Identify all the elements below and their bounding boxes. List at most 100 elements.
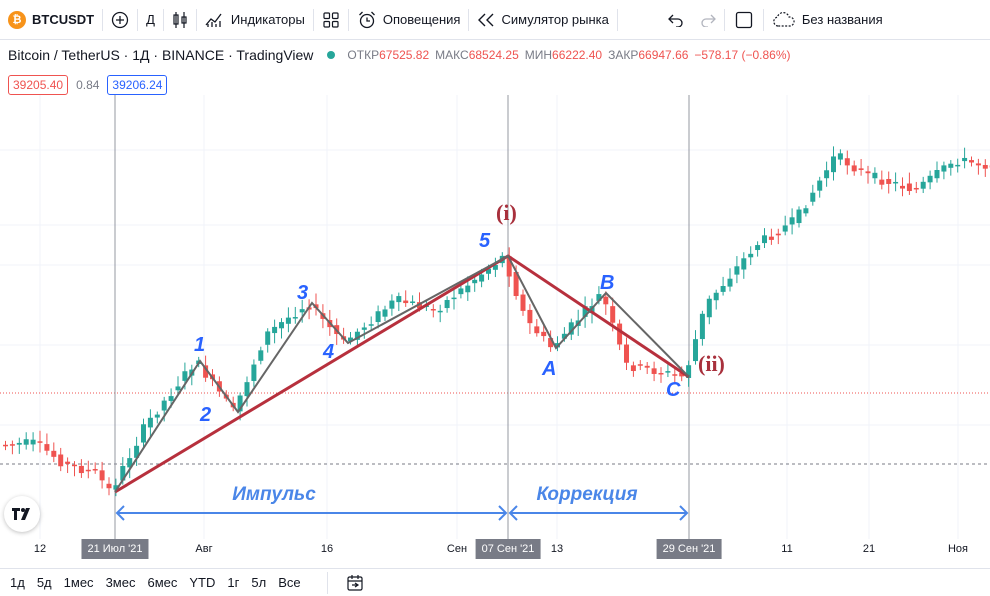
candle-body [361, 327, 367, 330]
indicators-button[interactable]: Индикаторы [197, 0, 313, 40]
candle-body [51, 450, 57, 457]
wave-label-i[interactable]: (i) [496, 200, 517, 225]
sell-price-button[interactable]: 39205.40 [8, 75, 69, 95]
market-status-dot[interactable] [327, 51, 336, 59]
candle-body [279, 322, 284, 329]
candle-body [927, 175, 933, 183]
candle-body [624, 344, 629, 363]
range-6m[interactable]: 6мес [147, 575, 178, 590]
candlestick-series [3, 146, 990, 497]
candle-body [368, 324, 374, 326]
spread-value: 0.84 [76, 78, 100, 92]
range-5d[interactable]: 5д [36, 575, 52, 590]
candle-body [541, 331, 547, 337]
replay-icon [478, 13, 494, 26]
time-axis[interactable]: 12 21 Июл '21 Авг 16 Сен 07 Сен '21 13 2… [0, 539, 990, 561]
candle-body [9, 444, 15, 446]
candle-body [817, 180, 823, 191]
legend-title[interactable]: Bitcoin / TetherUS · 1Д · BINANCE · Trad… [8, 47, 314, 63]
range-3m[interactable]: 3мес [105, 575, 136, 590]
layouts-button[interactable] [314, 0, 348, 40]
candle-body [762, 235, 767, 244]
wave-label-3[interactable]: 3 [297, 282, 308, 304]
cloud-icon [773, 11, 795, 27]
candle-body [203, 365, 209, 378]
range-5y[interactable]: 5л [251, 575, 267, 590]
undo-button[interactable] [618, 0, 692, 40]
wave-label-a[interactable]: A [541, 358, 556, 380]
wave-label-ii[interactable]: (ii) [698, 351, 725, 376]
correction-arrowheads [508, 505, 689, 521]
candle-body [348, 337, 353, 342]
candle-body [527, 309, 533, 324]
open-value: 67525.82 [379, 48, 430, 62]
candle-body [789, 217, 795, 225]
range-1y[interactable]: 1г [227, 575, 240, 590]
redo-icon [701, 14, 716, 27]
range-all[interactable]: Все [278, 575, 301, 590]
candle-body [651, 368, 657, 374]
candle-body [686, 365, 692, 378]
tradingview-logo[interactable] [4, 496, 40, 532]
impulse-label[interactable]: Импульс [232, 484, 316, 505]
candle-body [913, 187, 919, 190]
wave-label-b[interactable]: B [600, 272, 614, 294]
price-chart[interactable]: 1 2 3 4 5 A B C (i) (ii) Импульс Коррекц… [0, 95, 990, 539]
alerts-button[interactable]: Оповещения [349, 0, 469, 40]
compare-button[interactable] [103, 0, 137, 40]
wave-label-1[interactable]: 1 [194, 334, 205, 356]
candle-body [982, 164, 988, 169]
candle-body [44, 444, 50, 451]
candle-body [175, 386, 181, 391]
candle-body [506, 256, 512, 277]
candle-body [458, 288, 464, 295]
candle-body [568, 322, 574, 335]
candle-body [693, 339, 698, 362]
range-1m[interactable]: 1мес [63, 575, 94, 590]
buy-price-button[interactable]: 39206.24 [107, 75, 168, 95]
candle-body [630, 365, 636, 372]
chart-type-button[interactable] [164, 0, 196, 40]
toolbar-divider [616, 8, 618, 31]
candle-body [837, 153, 843, 160]
candle-body [865, 171, 871, 174]
candle-body [637, 364, 643, 366]
candle-body [85, 469, 91, 472]
interval-button[interactable]: Д [138, 0, 163, 40]
candle-body [127, 458, 133, 468]
candle-body [182, 371, 188, 381]
candle-body [168, 396, 174, 401]
fullscreen-button[interactable] [725, 0, 763, 40]
top-toolbar: ₿ BTCUSDT Д Индикаторы Оповещения Симуля… [0, 0, 990, 40]
candle-body [748, 253, 754, 258]
wave-label-c[interactable]: C [666, 379, 681, 401]
range-ytd[interactable]: YTD [189, 575, 216, 590]
replay-button[interactable]: Симулятор рынка [469, 0, 616, 40]
candle-body [603, 296, 609, 305]
elliott-wave-line[interactable] [114, 254, 690, 493]
symbol-name: BTCUSDT [32, 12, 95, 27]
candle-body [237, 395, 243, 412]
candle-body [803, 208, 809, 214]
candle-body [3, 444, 8, 447]
layout-name: Без названия [801, 12, 883, 27]
symbol-search[interactable]: ₿ BTCUSDT [0, 0, 102, 40]
candle-body [451, 297, 457, 300]
candle-body [389, 300, 395, 309]
wave-label-2[interactable]: 2 [199, 404, 211, 426]
candle-body [872, 172, 878, 179]
date-range-icon[interactable] [346, 574, 364, 592]
candle-body [444, 299, 450, 309]
range-1d[interactable]: 1д [10, 575, 25, 590]
open-label: ОТКР [347, 48, 380, 62]
correction-label[interactable]: Коррекция [536, 484, 637, 505]
close-value: 66947.66 [638, 48, 689, 62]
low-value: 66222.40 [552, 48, 603, 62]
wave-label-4[interactable]: 4 [322, 341, 334, 363]
candle-body [465, 285, 471, 293]
redo-button[interactable] [692, 0, 724, 40]
wave-label-5[interactable]: 5 [479, 230, 491, 252]
layout-name-button[interactable]: Без названия [764, 0, 891, 40]
toolbar-divider [102, 8, 104, 31]
candle-body [920, 181, 926, 189]
